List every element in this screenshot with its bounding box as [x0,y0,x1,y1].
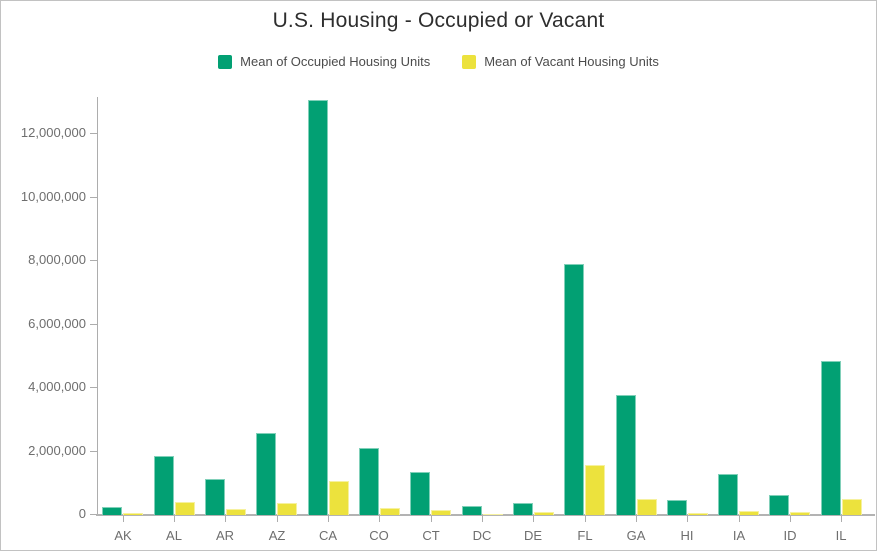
x-axis-tick [174,516,175,522]
y-axis-tick-label: 4,000,000 [28,379,86,394]
bar-vacant-AR[interactable] [226,509,246,515]
x-axis-tick-label-DE: DE [523,528,543,543]
x-axis-tick-label-AL: AL [166,528,182,543]
x-axis-tick-label-IL: IL [835,528,847,543]
bar-vacant-IA[interactable] [739,511,759,515]
bar-occupied-DC[interactable] [462,506,482,515]
x-axis-tick-label-ID: ID [783,528,797,543]
bar-vacant-FL[interactable] [585,465,605,515]
bar-vacant-IL[interactable] [842,499,862,515]
y-axis-tick-label: 10,000,000 [20,189,86,204]
y-axis-tick [90,387,97,388]
x-axis-tick [585,516,586,522]
bar-vacant-ID[interactable] [790,512,810,515]
legend-label-occupied: Mean of Occupied Housing Units [240,54,431,69]
x-axis-line [96,514,875,516]
x-axis-tick-label-FL: FL [577,528,593,543]
y-axis-tick [90,514,97,515]
bar-occupied-CO[interactable] [359,448,379,515]
y-axis-tick [90,133,97,134]
occupied-series-swatch-icon [218,54,233,69]
bar-vacant-CT[interactable] [431,510,451,515]
chart-title: U.S. Housing - Occupied or Vacant [272,9,605,32]
y-axis-tick [90,324,97,325]
bar-vacant-AK[interactable] [123,513,143,515]
y-axis-tick [90,260,97,261]
legend-item-occupied[interactable]: Mean of Occupied Housing Units [218,54,430,69]
x-axis-tick-label-CT: CT [422,528,440,543]
bar-occupied-FL[interactable] [564,264,584,515]
legend-item-vacant[interactable]: Mean of Vacant Housing Units [462,54,659,69]
bar-occupied-GA[interactable] [616,395,636,515]
bar-occupied-AR[interactable] [205,479,225,515]
bar-vacant-DC[interactable] [483,514,503,515]
x-axis-tick [841,516,842,522]
x-axis-tick [636,516,637,522]
bar-occupied-AK[interactable] [102,507,122,515]
x-axis-tick [328,516,329,522]
x-axis-tick [687,516,688,522]
y-axis-tick [90,451,97,452]
bar-occupied-IL[interactable] [821,361,841,515]
bar-vacant-CO[interactable] [380,508,400,515]
y-axis-tick-label: 0 [78,506,86,521]
x-axis-tick [533,516,534,522]
x-axis-tick [277,516,278,522]
y-axis-tick-label: 12,000,000 [20,125,86,140]
x-axis-tick-label-CO: CO [369,528,389,543]
bar-occupied-CT[interactable] [410,472,430,515]
x-axis-tick-label-AZ: AZ [268,528,286,543]
bar-vacant-GA[interactable] [637,499,657,515]
x-axis-tick-label-AR: AR [215,528,235,543]
bar-occupied-IA[interactable] [718,474,738,515]
bar-occupied-AZ[interactable] [256,433,276,515]
x-axis-tick [431,516,432,522]
y-axis-line [97,97,98,515]
y-axis-tick [90,197,97,198]
x-axis-tick [225,516,226,522]
x-axis-tick-label-HI: HI [680,528,694,543]
bar-occupied-AL[interactable] [154,456,174,515]
chart-legend: Mean of Occupied Housing Units Mean of V… [1,54,876,69]
bar-vacant-AZ[interactable] [277,503,297,515]
bar-vacant-CA[interactable] [329,481,349,515]
bar-vacant-HI[interactable] [688,513,708,515]
y-axis-tick-label: 8,000,000 [28,252,86,267]
bar-occupied-DE[interactable] [513,503,533,515]
vacant-series-swatch-icon [462,54,477,69]
bar-occupied-CA[interactable] [308,100,328,515]
x-axis-tick [790,516,791,522]
legend-label-vacant: Mean of Vacant Housing Units [484,54,659,69]
bar-vacant-AL[interactable] [175,502,195,515]
x-axis-tick-label-DC: DC [472,528,492,543]
x-axis-tick [739,516,740,522]
y-axis-tick-label: 6,000,000 [28,316,86,331]
y-axis-tick-label: 2,000,000 [28,443,86,458]
x-axis-tick-label-IA: IA [732,528,746,543]
bar-vacant-DE[interactable] [534,512,554,515]
x-axis-tick-label-AK: AK [114,528,132,543]
x-axis-tick [482,516,483,522]
x-axis-tick [123,516,124,522]
x-axis-tick [379,516,380,522]
bar-occupied-HI[interactable] [667,500,687,515]
x-axis-tick-label-GA: GA [626,528,646,543]
bar-occupied-ID[interactable] [769,495,789,515]
x-axis-tick-label-CA: CA [318,528,338,543]
